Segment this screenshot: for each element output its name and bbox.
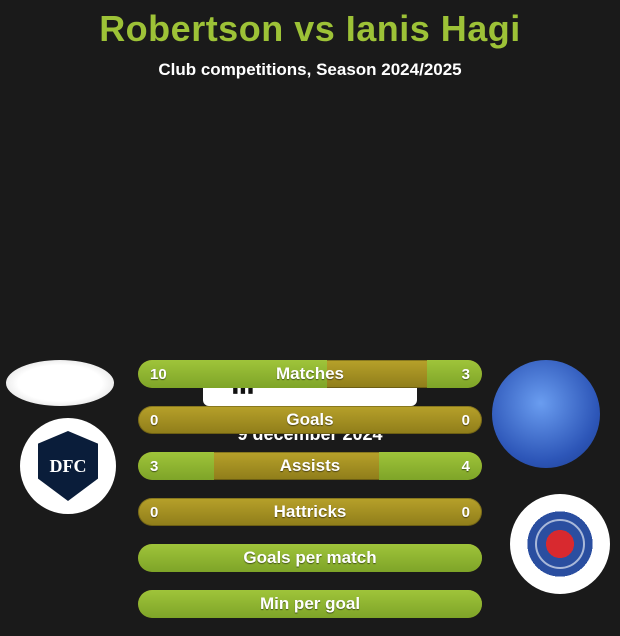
stat-label: Goals per match — [138, 544, 482, 572]
stat-bar: 34Assists — [138, 452, 482, 480]
stat-label: Hattricks — [138, 498, 482, 526]
page-title: Robertson vs Ianis Hagi — [0, 0, 620, 50]
stat-label: Goals — [138, 406, 482, 434]
player2-photo — [492, 360, 600, 468]
stat-bar: 00Hattricks — [138, 498, 482, 526]
dfc-crest-icon: DFC — [38, 431, 98, 501]
comparison-layout: DFC 103Matches00Goals34Assists00Hattrick… — [0, 360, 620, 445]
player1-club-badge: DFC — [20, 418, 116, 514]
stat-label: Matches — [138, 360, 482, 388]
stat-label: Assists — [138, 452, 482, 480]
stat-label: Min per goal — [138, 590, 482, 618]
rfc-crest-icon — [527, 511, 593, 577]
stats-bar-group: 103Matches 00Goals 34Assists 00Hattricks Goa… — [138, 360, 482, 636]
stat-bar: Min per goal — [138, 590, 482, 618]
stat-bar: Goals per match — [138, 544, 482, 572]
stat-bar: 103Matches — [138, 360, 482, 388]
player1-photo — [6, 360, 114, 406]
season-subtitle: Club competitions, Season 2024/2025 — [0, 60, 620, 80]
player2-club-badge — [510, 494, 610, 594]
stat-bar: 00Goals — [138, 406, 482, 434]
